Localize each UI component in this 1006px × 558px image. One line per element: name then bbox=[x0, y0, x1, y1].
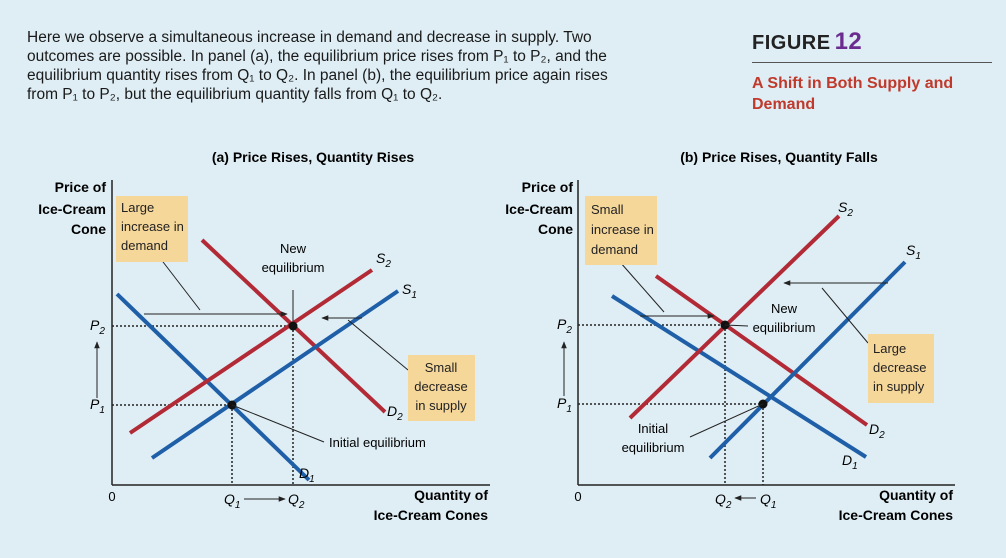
initial-eq-label: Initial bbox=[638, 421, 668, 436]
new-eq-label: New bbox=[771, 301, 798, 316]
demand-callout-line: increase in bbox=[121, 219, 184, 234]
s2-label: S2 bbox=[838, 199, 853, 219]
demand-callout-leader bbox=[619, 261, 665, 313]
demand-callout-box bbox=[585, 196, 657, 265]
caption-line: outcomes are possible. In panel (a), the… bbox=[27, 48, 607, 65]
d2-label: D2 bbox=[387, 403, 403, 423]
y-axis-label: Ice-Cream bbox=[505, 201, 573, 217]
y-axis-label: Price of bbox=[55, 179, 107, 195]
supply-callout-box bbox=[408, 355, 475, 421]
initial-eq-leader bbox=[689, 403, 764, 438]
y-axis-label: Cone bbox=[538, 221, 573, 237]
supply-callout-line: in supply bbox=[415, 398, 467, 413]
y-axis-label: Price of bbox=[522, 179, 574, 195]
d2-label: D2 bbox=[869, 421, 885, 441]
q2-label: Q2 bbox=[288, 491, 305, 511]
figure-label: FIGURE 12 bbox=[752, 28, 863, 55]
s2-label: S2 bbox=[376, 250, 391, 270]
demand-curve-d2 bbox=[654, 274, 869, 427]
supply-curve-s2 bbox=[628, 214, 841, 420]
d1-label: D1 bbox=[299, 465, 315, 485]
figure-caption: Here we observe a simultaneous increase … bbox=[27, 28, 687, 104]
supply-curve-s1 bbox=[150, 289, 400, 460]
new-eq-label: equilibrium bbox=[262, 260, 325, 275]
supply-callout-line: decrease bbox=[873, 360, 926, 375]
caption-line: Here we observe a simultaneous increase … bbox=[27, 29, 592, 46]
demand-callout-line: demand bbox=[121, 238, 168, 253]
p2-label: P2 bbox=[557, 316, 572, 336]
p1-label: P1 bbox=[557, 395, 572, 415]
supply-callout-leader bbox=[347, 319, 409, 371]
y-axis-label: Cone bbox=[71, 221, 106, 237]
q1-label: Q1 bbox=[760, 491, 776, 511]
y-axis-label: Ice-Cream bbox=[38, 201, 106, 217]
supply-callout-line: in supply bbox=[873, 379, 925, 394]
demand-callout-line: increase in bbox=[591, 222, 654, 237]
demand-callout-line: Large bbox=[121, 200, 154, 215]
demand-callout-line: demand bbox=[591, 242, 638, 257]
x-axis-label: Quantity of bbox=[414, 487, 488, 503]
initial-eq-label: Initial equilibrium bbox=[329, 435, 426, 450]
new-eq-label: New bbox=[280, 241, 307, 256]
x-axis-label: Ice-Cream Cones bbox=[839, 507, 954, 523]
s1-label: S1 bbox=[402, 281, 417, 301]
supply-callout-line: decrease bbox=[414, 379, 467, 394]
demand-callout-box bbox=[116, 196, 188, 262]
caption-line: equilibrium quantity rises from Q₁ to Q₂… bbox=[27, 67, 608, 84]
supply-callout-line: Small bbox=[425, 360, 458, 375]
panel-b: (b) Price Rises, Quantity Falls Price of… bbox=[505, 149, 955, 523]
supply-callout-box bbox=[868, 334, 934, 403]
demand-curve-d1 bbox=[115, 292, 311, 482]
x-axis-label: Quantity of bbox=[879, 487, 953, 503]
demand-callout-line: Small bbox=[591, 202, 624, 217]
new-eq-leader bbox=[724, 324, 749, 327]
panel-a-title: (a) Price Rises, Quantity Rises bbox=[212, 149, 415, 165]
figure-number: 12 bbox=[834, 28, 863, 55]
initial-eq-leader bbox=[231, 404, 325, 443]
x-axis-label: Ice-Cream Cones bbox=[374, 507, 489, 523]
p2-label: P2 bbox=[90, 317, 105, 337]
q2-label: Q2 bbox=[715, 491, 732, 511]
initial-eq-label: equilibrium bbox=[622, 440, 685, 455]
panel-a: (a) Price Rises, Quantity Rises Price of… bbox=[38, 149, 490, 523]
supply-curve-s2 bbox=[128, 268, 374, 435]
figure-rule bbox=[752, 62, 992, 63]
demand-curve-d1 bbox=[610, 294, 868, 459]
origin-label: 0 bbox=[574, 489, 581, 504]
figure-header: FIGURE 12 A Shift in Both Supply and Dema… bbox=[752, 28, 992, 115]
caption-line: from P₁ to P₂, but the equilibrium quant… bbox=[27, 86, 443, 103]
d1-label: D1 bbox=[842, 452, 858, 472]
s1-label: S1 bbox=[906, 242, 921, 262]
origin-label: 0 bbox=[108, 489, 115, 504]
new-equilibrium-point bbox=[288, 321, 298, 331]
supply-curve-s1 bbox=[708, 260, 907, 460]
supply-callout-leader bbox=[821, 287, 869, 344]
p1-label: P1 bbox=[90, 396, 105, 416]
new-eq-label: equilibrium bbox=[753, 320, 816, 335]
demand-callout-leader bbox=[159, 257, 201, 311]
supply-callout-line: Large bbox=[873, 341, 906, 356]
figure-title: A Shift in Both Supply and Demand bbox=[752, 75, 954, 113]
q1-label: Q1 bbox=[224, 491, 240, 511]
panel-b-title: (b) Price Rises, Quantity Falls bbox=[680, 149, 878, 165]
